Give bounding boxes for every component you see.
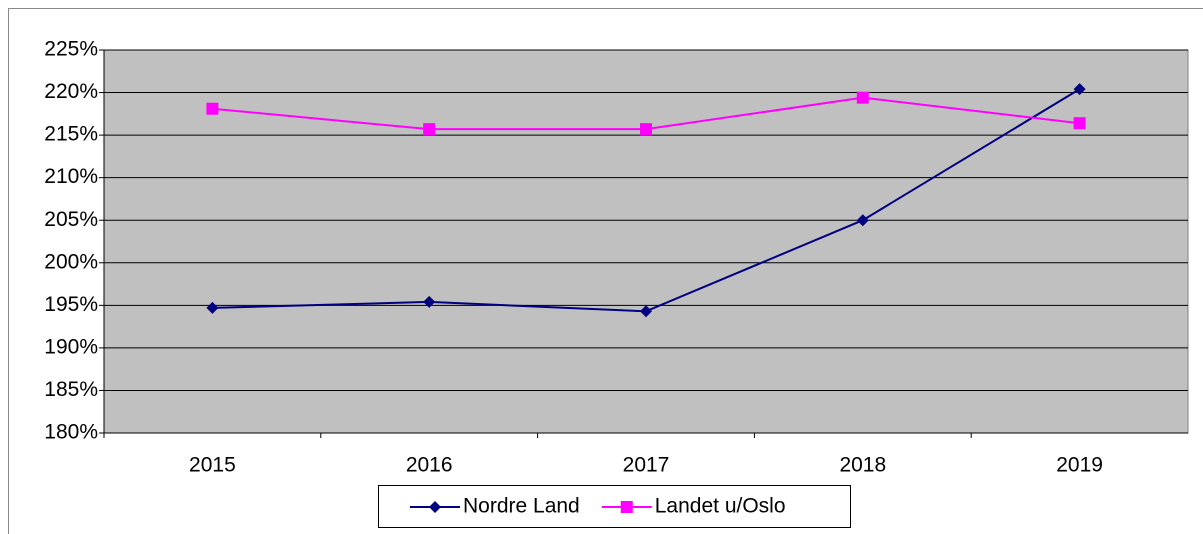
- legend-label: Nordre Land: [463, 495, 580, 518]
- y-tick-label: 225%: [44, 38, 98, 61]
- x-tick-label: 2019: [1056, 454, 1103, 477]
- marker: [1073, 117, 1086, 130]
- y-tick-label: 185%: [44, 378, 98, 401]
- legend-label: Landet u/Oslo: [655, 495, 786, 518]
- y-tick-label: 220%: [44, 80, 98, 103]
- y-tick-label: 180%: [44, 421, 98, 444]
- x-tick-label: 2018: [839, 454, 886, 477]
- y-tick-label: 210%: [44, 165, 98, 188]
- marker: [429, 501, 441, 513]
- y-tick-label: 195%: [44, 293, 98, 316]
- marker: [1073, 83, 1086, 96]
- marker: [206, 102, 219, 115]
- marker: [856, 91, 869, 104]
- marker: [640, 123, 652, 136]
- x-tick-label: 2016: [406, 454, 453, 477]
- marker: [640, 305, 652, 318]
- marker: [856, 214, 869, 227]
- y-tick-label: 215%: [44, 123, 98, 146]
- y-tick-label: 205%: [44, 208, 98, 231]
- x-tick-label: 2017: [623, 454, 670, 477]
- plot-background: [103, 49, 1189, 434]
- marker: [620, 501, 633, 513]
- y-tick-label: 190%: [44, 335, 98, 358]
- marker: [423, 123, 436, 136]
- y-tick-label: 200%: [44, 250, 98, 273]
- x-tick-label: 2015: [189, 454, 236, 477]
- marker: [206, 301, 219, 314]
- marker: [423, 295, 436, 308]
